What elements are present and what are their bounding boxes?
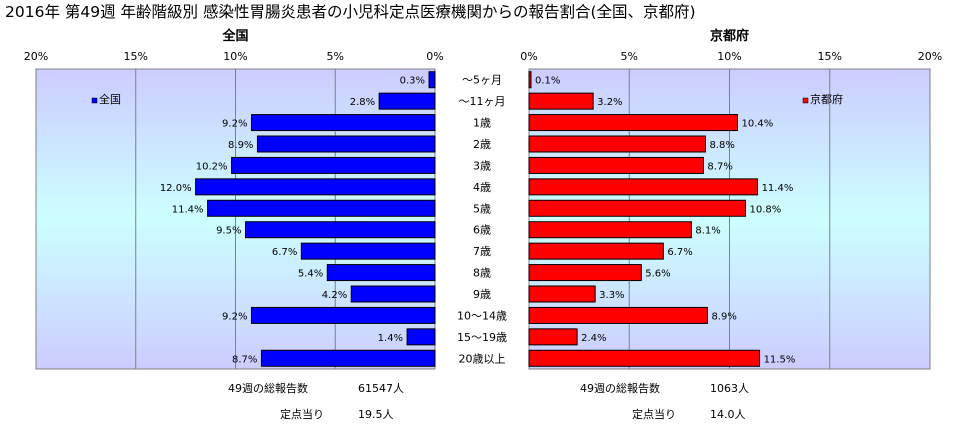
x-tick-label: 10% [223, 50, 247, 63]
data-label: 12.0% [160, 183, 192, 194]
data-label: 8.8% [709, 140, 734, 151]
bar [195, 178, 436, 196]
bar [528, 349, 761, 367]
x-tick-label: 15% [818, 50, 842, 63]
bar [528, 156, 704, 174]
category-label: 7歳 [473, 245, 491, 258]
data-label: 8.9% [228, 140, 253, 151]
per-site-label-1: 定点当り [632, 407, 676, 421]
category-label: 9歳 [473, 288, 491, 301]
data-label: 11.5% [764, 354, 796, 365]
legend-label-1: 京都府 [810, 92, 843, 106]
category-label: 8歳 [473, 267, 491, 280]
bar [528, 199, 747, 217]
x-tick-label: 5% [327, 50, 344, 63]
data-label: 9.2% [222, 311, 247, 322]
data-label: 0.3% [400, 76, 425, 87]
data-label: 6.7% [272, 247, 297, 258]
data-label: 9.5% [216, 226, 241, 237]
bar [207, 199, 436, 217]
total-reports-label-0: 49週の総報告数 [228, 381, 308, 395]
category-label: 1歳 [473, 117, 491, 130]
per-site-value-1: 14.0人 [710, 408, 746, 421]
category-label: 2歳 [473, 138, 491, 151]
chart-title: 2016年 第49週 年齢階級別 感染性胃腸炎患者の小児科定点医療機関からの報告… [5, 3, 696, 21]
x-tick-label: 0% [426, 50, 443, 63]
legend-label-0: 全国 [99, 92, 121, 106]
bar [528, 221, 692, 239]
x-tick-label: 10% [717, 50, 741, 63]
category-label: 20歳以上 [459, 352, 506, 365]
category-label: 6歳 [473, 224, 491, 237]
bar [528, 178, 759, 196]
data-label: 6.7% [667, 247, 692, 258]
bar [231, 156, 436, 174]
data-label: 10.8% [750, 204, 782, 215]
panel-title-1: 京都府 [710, 28, 749, 44]
x-tick-label: 20% [918, 50, 942, 63]
data-label: 8.9% [711, 311, 736, 322]
data-label: 2.8% [350, 97, 375, 108]
x-tick-label: 15% [124, 50, 148, 63]
bar [378, 92, 436, 110]
total-reports-label-1: 49週の総報告数 [580, 381, 660, 395]
total-reports-value-1: 1063人 [710, 382, 749, 395]
data-label: 1.4% [378, 333, 403, 344]
per-site-value-0: 19.5人 [358, 408, 394, 421]
bar [250, 306, 436, 324]
legend-swatch-0 [91, 97, 98, 104]
category-label: 3歳 [473, 159, 491, 172]
category-label: 5歳 [473, 202, 491, 215]
data-label: 8.7% [707, 161, 732, 172]
bar [528, 71, 532, 89]
bar [406, 328, 436, 346]
bar [528, 135, 706, 153]
data-label: 5.4% [298, 269, 323, 280]
total-reports-value-0: 61547人 [358, 382, 404, 395]
data-label: 2.4% [581, 333, 606, 344]
data-label: 10.4% [742, 119, 774, 130]
category-label: 15～19歳 [457, 331, 507, 344]
data-label: 11.4% [172, 204, 204, 215]
bar [326, 264, 436, 282]
bar [428, 71, 436, 89]
bar [528, 264, 642, 282]
bar [528, 92, 594, 110]
category-label: ～5ヶ月 [462, 74, 502, 87]
data-label: 0.1% [535, 76, 560, 87]
category-label: ～11ヶ月 [459, 95, 506, 108]
bar [528, 242, 664, 260]
data-label: 3.2% [597, 97, 622, 108]
bar [260, 349, 436, 367]
data-label: 10.2% [196, 161, 228, 172]
x-tick-label: 5% [621, 50, 638, 63]
data-label: 9.2% [222, 119, 247, 130]
panel-title-0: 全国 [221, 28, 248, 44]
category-label: 4歳 [473, 181, 491, 194]
data-label: 8.1% [695, 226, 720, 237]
bar [350, 285, 436, 303]
bar [528, 306, 708, 324]
bar [528, 328, 578, 346]
x-tick-label: 0% [520, 50, 537, 63]
bar [300, 242, 436, 260]
bar [256, 135, 436, 153]
legend-swatch-1 [802, 97, 809, 104]
bar [528, 114, 739, 132]
bar [244, 221, 436, 239]
data-label: 4.2% [322, 290, 347, 301]
category-label: 10～14歳 [457, 309, 507, 322]
data-label: 8.7% [232, 354, 257, 365]
data-label: 3.3% [599, 290, 624, 301]
bar [250, 114, 436, 132]
per-site-label-0: 定点当り [280, 407, 324, 421]
x-tick-label: 20% [24, 50, 48, 63]
data-label: 11.4% [762, 183, 794, 194]
data-label: 5.6% [645, 269, 670, 280]
bar [528, 285, 596, 303]
